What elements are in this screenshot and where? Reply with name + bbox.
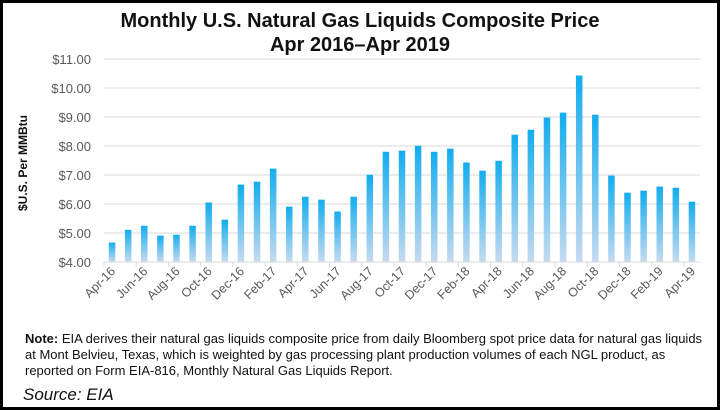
bar-Dec-16: [237, 184, 245, 262]
bar-May-16: [124, 229, 132, 262]
bar-Jan-17: [253, 181, 261, 262]
bar-Jan-18: [447, 148, 454, 262]
bar-Jun-17: [334, 211, 341, 262]
bar-Mar-17: [285, 206, 293, 262]
note-body: EIA derives their natural gas liquids co…: [25, 331, 703, 378]
bar-Oct-18: [592, 114, 599, 263]
x-tick-label: Oct-18: [565, 264, 601, 300]
bar-Nov-17: [414, 145, 422, 262]
bar-May-18: [511, 134, 519, 262]
x-tick-label: Jun-16: [113, 264, 150, 301]
bar-Feb-19: [656, 186, 663, 262]
bar-Sep-16: [189, 225, 196, 262]
bar-chart: $4.00 $5.00 $6.00 $7.00 $8.00 $9.00 $10.00 $11.…: [16, 52, 700, 303]
bar-Oct-17: [398, 150, 406, 262]
note-text: Note: EIA derives their natural gas liqu…: [25, 331, 705, 379]
bar-Apr-16: [108, 242, 116, 262]
bar-Dec-17: [430, 151, 438, 262]
bar-Apr-19: [688, 201, 696, 262]
note-label: Note:: [25, 331, 59, 346]
bar-Feb-18: [463, 162, 470, 262]
bar-Jun-18: [527, 129, 535, 262]
bar-Nov-16: [221, 219, 229, 262]
y-tick-label: $9.00: [58, 110, 91, 125]
x-tick-label: Dec-18: [595, 264, 633, 302]
source-text: Source: EIA: [23, 385, 114, 404]
bar-Apr-17: [302, 196, 309, 262]
x-tick-label: Aug-18: [531, 264, 569, 302]
y-tick-label: $5.00: [58, 226, 91, 241]
y-tick-label: $4.00: [58, 255, 91, 270]
bar-Jul-18: [543, 117, 551, 262]
title-line: Monthly U.S. Natural Gas Liquids Composi…: [120, 10, 600, 32]
bar-Feb-17: [269, 168, 277, 262]
bar-Dec-18: [624, 192, 631, 262]
x-tick-label: Aug-17: [338, 264, 376, 302]
y-tick-label: $8.00: [58, 139, 91, 154]
bar-Jan-19: [640, 190, 647, 262]
y-axis-label: $U.S. Per MMBtu: [16, 115, 30, 211]
bar-Jul-16: [157, 235, 164, 262]
bar-Aug-16: [173, 234, 180, 262]
bar-Nov-18: [608, 175, 615, 262]
x-tick-label: Aug-16: [144, 264, 182, 302]
chart-title: Monthly U.S. Natural Gas Liquids Composi…: [3, 9, 717, 57]
y-tick-label: $6.00: [58, 197, 91, 212]
bar-Jul-17: [350, 196, 357, 262]
x-tick-label: Jun-18: [500, 264, 537, 301]
y-tick-label: $10.00: [51, 81, 91, 96]
x-tick-label: Oct-17: [372, 264, 408, 300]
x-tick-label: Dec-16: [209, 264, 247, 302]
x-tick-label: Jun-17: [307, 264, 344, 301]
y-tick-label: $11.00: [52, 52, 91, 67]
bar-Apr-18: [495, 160, 502, 262]
x-tick-label: Dec-17: [402, 264, 440, 302]
bar-Oct-16: [205, 202, 212, 262]
x-tick-label: Feb-18: [435, 264, 473, 302]
x-tick-label: Apr-17: [275, 264, 311, 300]
x-tick-label: Feb-17: [241, 264, 279, 302]
x-tick-label: Oct-16: [178, 264, 214, 300]
bar-Sep-17: [382, 151, 390, 262]
bar-Mar-19: [672, 187, 680, 262]
bar-May-17: [318, 199, 325, 262]
subtitle-line: Apr 2016–Apr 2019: [269, 34, 451, 56]
x-tick-label: Apr-19: [662, 264, 698, 300]
bar-Sep-18: [575, 75, 583, 262]
bar-Aug-17: [366, 174, 374, 262]
bar-Jun-16: [141, 225, 148, 262]
x-tick-label: Apr-18: [468, 264, 504, 300]
x-tick-label: Feb-19: [628, 264, 666, 302]
bar-Mar-18: [479, 170, 486, 262]
bar-Aug-18: [559, 112, 567, 263]
y-tick-label: $7.00: [58, 168, 91, 183]
